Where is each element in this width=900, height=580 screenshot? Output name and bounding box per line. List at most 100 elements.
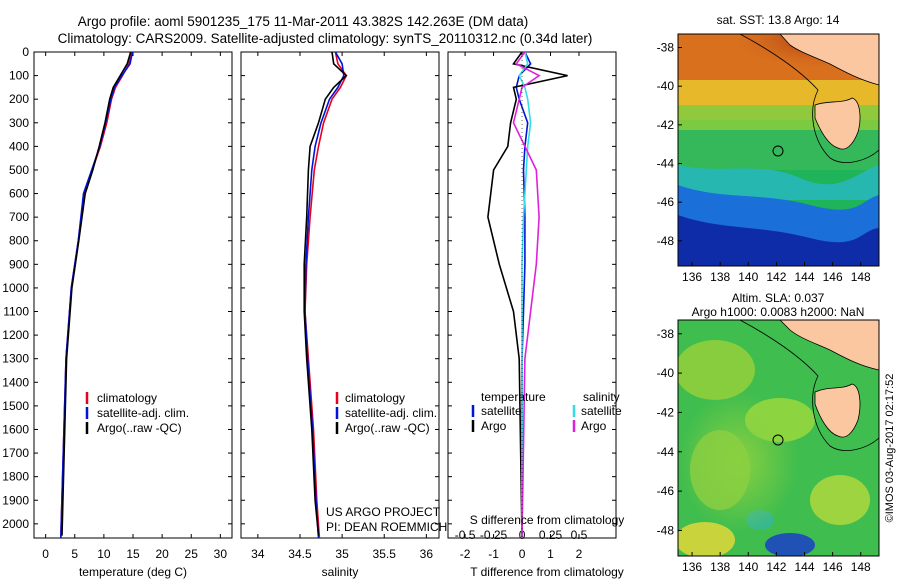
map-y-tick-label: -46 <box>657 484 675 498</box>
x-tick-label: 34.5 <box>288 547 312 561</box>
legend-label-temperature-argo: Argo <box>481 419 507 433</box>
map-y-tick-label: -42 <box>657 405 675 419</box>
title-line-2: Climatology: CARS2009. Satellite-adjuste… <box>58 31 593 46</box>
legend-label-salinity-satellite: satellite <box>581 404 622 418</box>
legend-label-salinity-argo: Argo <box>581 419 607 433</box>
salinity-legend: climatology satellite-adj. clim. Argo(..… <box>335 391 437 435</box>
top-x-tick-label: -0.5 <box>455 528 476 542</box>
depth-tick-label: 1700 <box>2 446 29 460</box>
sla-map-ticks: 136 138 140 142 144 146 148 -38 -40 -42 -44 -46 -48 <box>657 327 871 574</box>
credit-text: ©IMOS 03-Aug-2017 02:17:52 <box>884 374 896 523</box>
legend-label-temperature-satellite: satellite <box>481 404 522 418</box>
title-line-1: Argo profile: aoml 5901235_175 11-Mar-20… <box>78 14 529 29</box>
map-y-tick-label: -38 <box>657 41 675 55</box>
sst-map-ticks: 136 138 140 142 144 146 148 -38 -40 -42 -44 -46 -48 <box>657 41 871 284</box>
x-tick-label: 34 <box>251 547 265 561</box>
x-tick-label: 35.5 <box>373 547 397 561</box>
sla-map-subtitle: Argo h1000: 0.0083 h2000: NaN <box>692 305 865 319</box>
depth-tick-label: 1300 <box>2 352 29 366</box>
map-x-tick-label: 148 <box>851 560 871 574</box>
sla-map-title: Altim. SLA: 0.037 <box>732 291 825 305</box>
depth-tick-label: 800 <box>9 234 29 248</box>
depth-tick-label: 600 <box>9 187 29 201</box>
depth-tick-label: 1600 <box>2 422 29 436</box>
x-tick-label: 20 <box>155 547 169 561</box>
top-x-tick-label: 0.5 <box>571 528 588 542</box>
salinity-xlabel: salinity <box>322 565 359 579</box>
depth-tick-label: 1000 <box>2 281 29 295</box>
map-x-tick-label: 144 <box>794 270 814 284</box>
x-tick-label: 35 <box>335 547 349 561</box>
map-x-tick-label: 140 <box>738 560 758 574</box>
temperature-axes-frame <box>33 51 233 539</box>
temperature-x-ticks: 0 5 10 15 20 25 30 <box>34 51 232 561</box>
sst-map: sat. SST: 13.8 Argo: 14 136 138 140 142 144 1… <box>657 13 880 284</box>
x-tick-label: 2 <box>576 547 583 561</box>
top-x-tick-label: 0.25 <box>539 528 563 542</box>
depth-tick-label: 1900 <box>2 493 29 507</box>
map-x-tick-label: 148 <box>851 270 871 284</box>
sst-field <box>678 34 879 266</box>
legend-label-argo: Argo(..raw -QC) <box>345 421 430 435</box>
salinity-lines <box>303 52 348 538</box>
map-x-tick-label: 138 <box>710 560 730 574</box>
series-line-salinity-argo <box>512 52 541 538</box>
sla-field <box>678 320 879 556</box>
map-x-tick-label: 136 <box>682 560 702 574</box>
difference-top-xlabel: S difference from climatology <box>470 513 625 527</box>
salinity-panel: 34 34.5 35 35.5 36 salinity climatology sate… <box>240 51 447 579</box>
map-x-tick-label: 142 <box>766 270 786 284</box>
argo-float-marker <box>772 145 784 157</box>
depth-tick-label: 1800 <box>2 470 29 484</box>
legend-label-satellite: satellite-adj. clim. <box>97 406 189 420</box>
map-x-tick-label: 142 <box>766 560 786 574</box>
x-tick-label: 0 <box>42 547 49 561</box>
map-y-tick-label: -44 <box>657 445 675 459</box>
difference-lines <box>487 52 568 538</box>
x-tick-label: 36 <box>420 547 434 561</box>
depth-tick-label: 300 <box>9 116 29 130</box>
depth-tick-label: 1500 <box>2 399 29 413</box>
map-y-tick-label: -46 <box>657 195 675 209</box>
map-y-tick-label: -42 <box>657 118 675 132</box>
x-tick-label: 5 <box>71 547 78 561</box>
salinity-axes-frame <box>240 51 440 539</box>
salinity-x-ticks: 34 34.5 35 35.5 36 <box>241 51 439 561</box>
legend-label-argo: Argo(..raw -QC) <box>97 421 182 435</box>
x-tick-label: 30 <box>214 547 228 561</box>
depth-tick-label: 200 <box>9 92 29 106</box>
x-tick-label: 0 <box>519 547 526 561</box>
depth-tick-label: 1400 <box>2 375 29 389</box>
series-line-argo-raw-qc- <box>61 52 132 536</box>
sst-map-title: sat. SST: 13.8 Argo: 14 <box>717 13 840 27</box>
project-annotation-line-1: US ARGO PROJECT <box>326 505 441 519</box>
sla-map: Altim. SLA: 0.037 Argo h1000: 0.0083 h20… <box>657 291 880 574</box>
depth-tick-label: 500 <box>9 163 29 177</box>
legend-label-climatology: climatology <box>345 391 405 405</box>
map-y-tick-label: -38 <box>657 327 675 341</box>
map-x-tick-label: 140 <box>738 270 758 284</box>
depth-tick-label: 400 <box>9 139 29 153</box>
project-annotation-line-2: PI: DEAN ROEMMICH <box>326 520 447 534</box>
depth-tick-label: 1200 <box>2 328 29 342</box>
map-x-tick-label: 146 <box>823 270 843 284</box>
depth-tick-label: 100 <box>9 69 29 83</box>
legend-label-satellite: satellite-adj. clim. <box>345 406 437 420</box>
temperature-panel: 0100200300400500600700800900100011001200… <box>2 45 233 579</box>
difference-panel: -2 -1 0 1 2-0.5 -0.25 0 0.25 0.5 S difference fr… <box>447 51 625 579</box>
series-line-argo-raw-qc- <box>303 52 348 536</box>
map-y-tick-label: -40 <box>657 366 675 380</box>
map-x-tick-label: 138 <box>710 270 730 284</box>
legend-title-salinity: salinity <box>583 390 620 404</box>
temperature-xlabel: temperature (deg C) <box>79 565 187 579</box>
map-y-tick-label: -44 <box>657 157 675 171</box>
top-x-tick-label: -0.25 <box>480 528 508 542</box>
x-tick-label: 15 <box>126 547 140 561</box>
depth-tick-label: 0 <box>22 45 29 59</box>
series-line-temperature-argo <box>487 52 568 538</box>
series-line-climatology <box>304 52 348 538</box>
temperature-lines <box>60 52 134 538</box>
legend-title-temperature: temperature <box>481 390 546 404</box>
map-x-tick-label: 146 <box>823 560 843 574</box>
